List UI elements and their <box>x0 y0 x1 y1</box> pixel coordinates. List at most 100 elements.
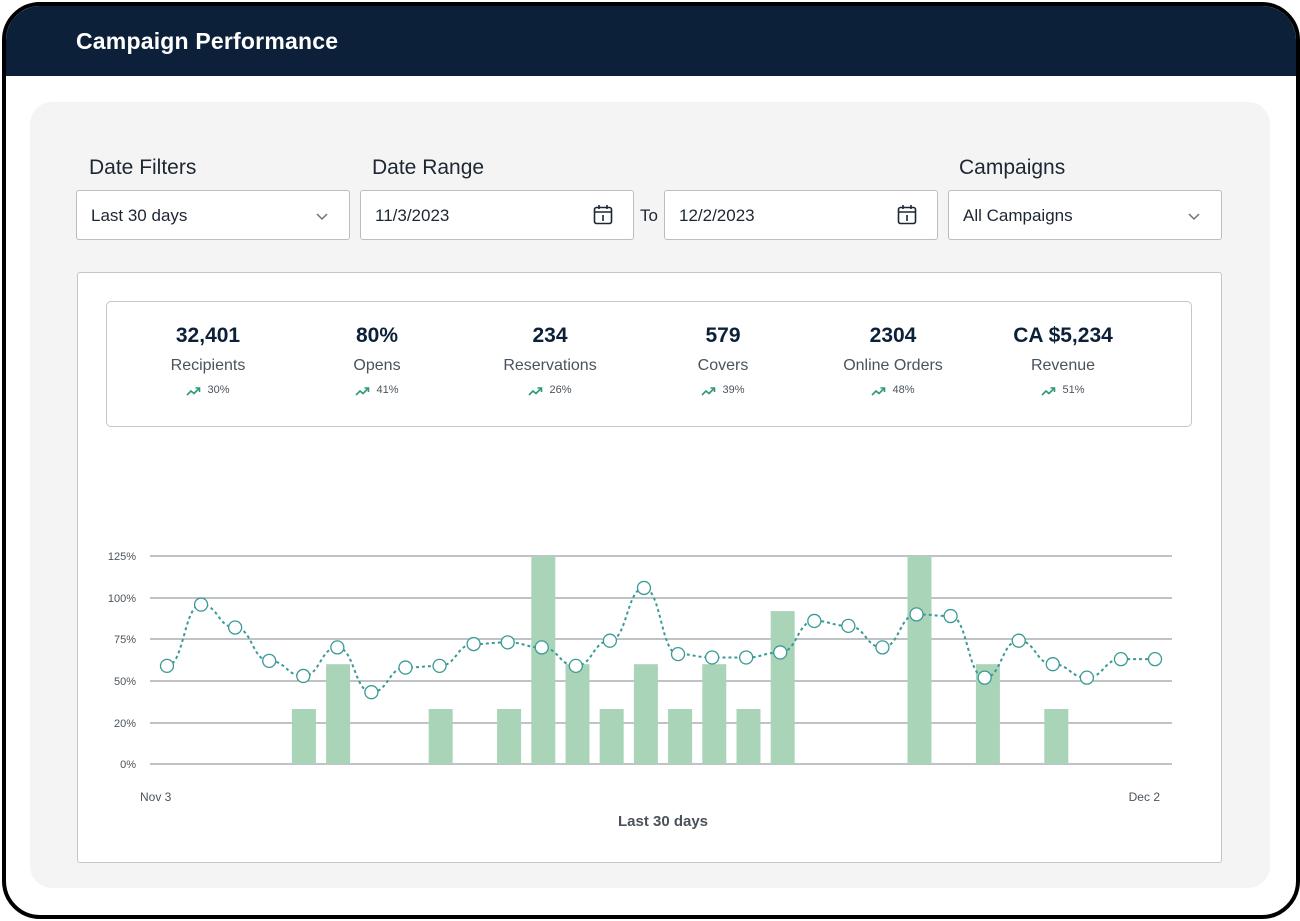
trending-up-icon <box>871 387 886 396</box>
data-point[interactable] <box>602 633 618 648</box>
data-point[interactable] <box>670 646 686 662</box>
data-point[interactable] <box>909 607 924 622</box>
stat-value: 32,401 <box>175 324 241 347</box>
data-point[interactable] <box>227 620 243 635</box>
stat-delta: 51% <box>978 384 1148 396</box>
stat-label: Online Orders <box>843 357 943 374</box>
data-point[interactable] <box>704 650 720 665</box>
stat-value: 80% <box>355 324 399 347</box>
stat-reservations: 234 Reservations 26% <box>465 324 635 396</box>
data-point[interactable] <box>466 636 481 652</box>
data-point[interactable] <box>875 640 890 655</box>
date-range-label: Date Range <box>372 156 485 179</box>
bar[interactable] <box>1044 709 1069 764</box>
y-tick-label: 0% <box>120 759 136 771</box>
data-point[interactable] <box>1147 652 1163 667</box>
data-point[interactable] <box>807 613 822 629</box>
bar[interactable] <box>668 709 693 764</box>
stat-label: Reservations <box>503 357 597 374</box>
stat-value: 579 <box>705 324 741 347</box>
stat-value: 234 <box>532 324 568 347</box>
data-point[interactable] <box>1113 652 1129 667</box>
data-point[interactable] <box>398 660 413 675</box>
data-point[interactable] <box>636 580 652 596</box>
data-point[interactable] <box>296 668 311 684</box>
bar[interactable] <box>907 556 932 764</box>
stat-online-orders: 2304 Online Orders 48% <box>808 324 978 396</box>
to-label: To <box>640 206 658 225</box>
data-point[interactable] <box>193 597 209 612</box>
campaigns-value: All Campaigns <box>963 206 1073 225</box>
bar[interactable] <box>770 611 795 764</box>
campaigns-dropdown[interactable]: All Campaigns <box>948 190 1222 240</box>
data-point[interactable] <box>943 608 958 624</box>
x-axis-start-label: Nov 3 <box>140 790 172 804</box>
data-point[interactable] <box>977 670 992 685</box>
bar[interactable] <box>531 556 556 764</box>
stat-label: Opens <box>353 357 401 374</box>
data-point[interactable] <box>1011 633 1026 648</box>
stat-label: Covers <box>697 357 749 374</box>
stat-label: Revenue <box>1030 357 1096 374</box>
bar[interactable] <box>497 709 522 764</box>
bar[interactable] <box>702 664 727 764</box>
content-panel: Date Filters Last 30 days Date Range 11/… <box>30 102 1270 888</box>
stat-delta: 39% <box>638 384 808 396</box>
data-point[interactable] <box>262 653 277 668</box>
stat-delta-value: 41% <box>376 384 399 396</box>
stat-delta: 41% <box>292 384 462 396</box>
bar[interactable] <box>736 709 761 764</box>
stat-revenue: CA $5,234 Revenue 51% <box>978 324 1148 396</box>
end-date-input[interactable]: 12/2/2023 <box>664 190 938 240</box>
y-tick-label: 20% <box>114 718 136 730</box>
bar[interactable] <box>633 664 658 764</box>
data-point[interactable] <box>1045 657 1060 672</box>
stats-summary: 32,401 Recipients 30% 80% Opens 41% 234 … <box>106 301 1192 427</box>
data-point[interactable] <box>568 658 583 674</box>
performance-card: 32,401 Recipients 30% 80% Opens 41% 234 … <box>77 272 1222 863</box>
performance-chart: 0% 20% 50% 75% 100% 125% Nov 3 Dec 2 Last 30 … <box>108 551 1172 830</box>
data-point[interactable] <box>330 640 345 655</box>
data-point[interactable] <box>432 658 447 674</box>
start-date-value: 11/3/2023 <box>375 206 450 225</box>
stat-value: 2304 <box>869 324 917 347</box>
y-tick-label: 125% <box>108 551 136 563</box>
data-point[interactable] <box>739 650 754 665</box>
trending-up-icon <box>186 387 201 396</box>
trending-up-icon <box>355 387 370 396</box>
x-axis-end-label: Dec 2 <box>1129 790 1161 804</box>
y-tick-label: 50% <box>114 676 136 688</box>
stat-opens: 80% Opens 41% <box>292 324 462 396</box>
data-point[interactable] <box>773 645 788 660</box>
stat-delta-value: 39% <box>722 384 745 396</box>
start-date-input[interactable]: 11/3/2023 <box>360 190 634 240</box>
data-point[interactable] <box>534 640 549 655</box>
data-point[interactable] <box>364 685 379 700</box>
date-filter-dropdown[interactable]: Last 30 days <box>76 190 350 240</box>
bar[interactable] <box>565 664 590 764</box>
bar[interactable] <box>599 709 624 764</box>
x-axis-title: Last 30 days <box>618 813 708 830</box>
stat-delta-value: 48% <box>892 384 915 396</box>
bar[interactable] <box>326 664 351 764</box>
stat-recipients: 32,401 Recipients 30% <box>123 324 293 396</box>
page-title: Campaign Performance <box>76 28 339 54</box>
stat-delta: 48% <box>808 384 978 396</box>
bar[interactable] <box>291 709 316 764</box>
data-point[interactable] <box>500 635 515 650</box>
bar[interactable] <box>428 709 453 764</box>
data-point[interactable] <box>841 618 856 634</box>
data-point[interactable] <box>159 658 175 674</box>
chevron-down-icon <box>316 213 328 221</box>
y-tick-label: 100% <box>108 593 136 605</box>
stat-value: CA $5,234 <box>1013 324 1113 347</box>
calendar-icon[interactable] <box>897 204 917 226</box>
trending-up-icon <box>528 387 543 396</box>
stat-delta-value: 30% <box>207 384 230 396</box>
stat-delta-value: 51% <box>1062 384 1085 396</box>
data-point[interactable] <box>1079 670 1095 685</box>
end-date-value: 12/2/2023 <box>679 206 755 225</box>
calendar-icon[interactable] <box>593 204 613 226</box>
y-tick-label: 75% <box>114 634 136 646</box>
